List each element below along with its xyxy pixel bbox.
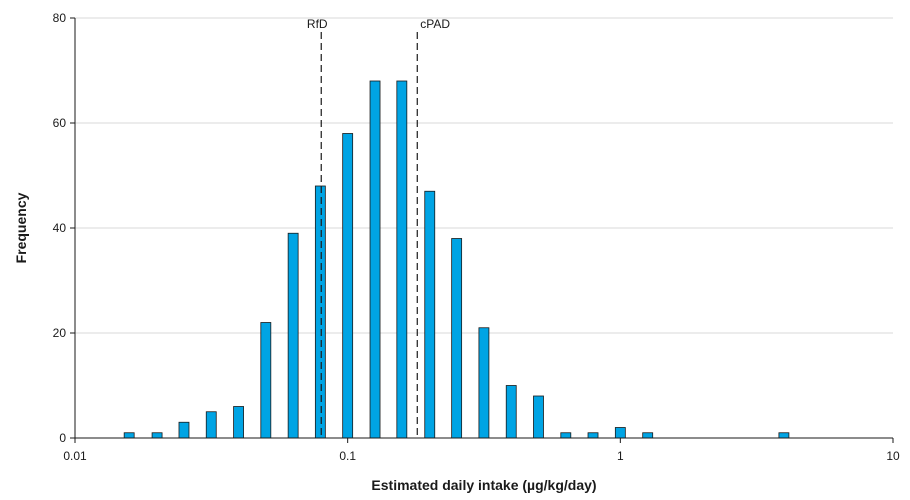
y-tick-label-1: 20 bbox=[53, 326, 67, 340]
y-axis-title: Frequency bbox=[13, 192, 29, 263]
y-tick-label-0: 0 bbox=[59, 431, 66, 445]
reference-lines: RfD cPAD bbox=[307, 17, 450, 438]
tick-labels: 0 20 40 60 80 0.01 0.1 1 10 bbox=[53, 11, 900, 463]
x-tick-label-2: 1 bbox=[617, 449, 624, 463]
y-tick-label-4: 80 bbox=[53, 11, 67, 25]
bar-5 bbox=[260, 322, 272, 439]
ref-label-cpad: cPAD bbox=[420, 17, 450, 31]
bar-4 bbox=[233, 406, 244, 439]
bar-11 bbox=[424, 190, 436, 439]
bar-16 bbox=[560, 432, 572, 439]
x-tick-label-3: 10 bbox=[886, 449, 900, 463]
bar-9 bbox=[369, 80, 381, 439]
bar-15 bbox=[533, 395, 544, 439]
bar-18 bbox=[614, 427, 626, 439]
gridlines bbox=[75, 17, 893, 334]
bar-19 bbox=[642, 432, 654, 439]
bar-10 bbox=[396, 80, 408, 439]
x-tick-label-1: 0.1 bbox=[339, 449, 356, 463]
ref-label-rfd: RfD bbox=[307, 17, 328, 31]
bar-0 bbox=[123, 432, 135, 439]
bar-17 bbox=[587, 432, 599, 439]
bar-13 bbox=[478, 327, 490, 439]
y-tick-label-3: 60 bbox=[53, 116, 67, 130]
bar-7 bbox=[314, 185, 326, 439]
bar-1 bbox=[151, 432, 163, 439]
x-tick-label-0: 0.01 bbox=[63, 449, 87, 463]
y-tick-label-2: 40 bbox=[53, 221, 67, 235]
bar-14 bbox=[505, 385, 517, 439]
bar-2 bbox=[178, 421, 190, 439]
x-axis-title: Estimated daily intake (µg/kg/day) bbox=[371, 477, 596, 493]
bar-8 bbox=[342, 133, 354, 439]
bar-3 bbox=[205, 411, 217, 439]
bar-12 bbox=[451, 238, 463, 439]
bar-20 bbox=[778, 432, 790, 439]
bars bbox=[123, 80, 790, 439]
bar-6 bbox=[287, 232, 299, 439]
